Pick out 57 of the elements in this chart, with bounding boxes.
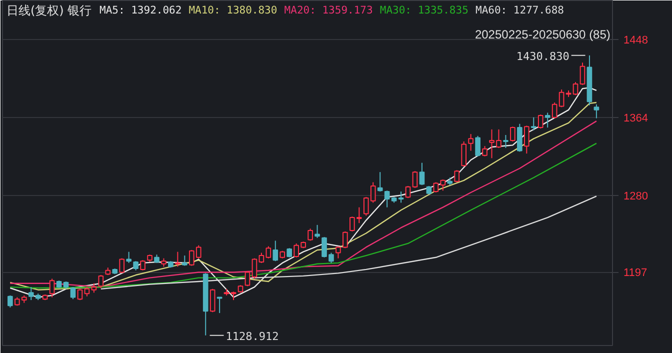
candlestick [594, 104, 600, 119]
candlestick [84, 286, 90, 297]
candlestick [461, 140, 466, 168]
y-tick-label: 1448 [624, 34, 648, 46]
text: MA30: 1335.835 [380, 4, 468, 16]
candlestick [252, 258, 258, 280]
chart-title: 日线(复权) 银行 [6, 4, 92, 18]
text: MA5: 1392.062 [100, 4, 182, 16]
candlestick [272, 240, 278, 262]
y-tick-label: 1364 [624, 112, 648, 124]
candlestick [314, 224, 320, 238]
candlestick [558, 89, 564, 108]
candlestick [454, 170, 460, 183]
candlestick [412, 170, 418, 188]
y-tick-label: 1280 [624, 190, 648, 202]
candlestick [258, 252, 264, 264]
candlestick [544, 112, 550, 128]
candlestick [133, 260, 138, 271]
candlestick [475, 135, 480, 157]
candlestick [210, 288, 216, 313]
candlestick [405, 185, 411, 199]
candlestick [286, 248, 292, 258]
candlestick [266, 246, 272, 259]
candlestick [510, 126, 516, 142]
candlestick [140, 260, 146, 271]
candlestick [8, 294, 13, 308]
text: MA10: 1380.830 [188, 4, 278, 16]
candlestick [419, 162, 425, 186]
candlestick [244, 270, 250, 287]
candlestick [398, 191, 404, 204]
candlestick [308, 228, 313, 242]
candlestick [572, 82, 578, 96]
candlestick [538, 114, 544, 129]
candlestick [377, 172, 383, 192]
candlestick [524, 125, 530, 154]
annotation: 1430.830 [516, 50, 570, 63]
candlestick [517, 123, 522, 152]
candlestick [77, 288, 83, 301]
candlestick [482, 146, 488, 157]
candlestick [552, 102, 558, 119]
candlestick [49, 278, 55, 298]
annotation: 20250225-20250630 (85) [474, 28, 610, 42]
candlestick [91, 282, 97, 294]
candlestick [175, 251, 180, 268]
text: MA20: 1359.173 [284, 4, 373, 16]
candlestick [70, 286, 76, 300]
candlestick [384, 190, 390, 208]
y-tick-label: 1197 [624, 267, 648, 280]
candlestick [503, 134, 508, 148]
candlestick [126, 251, 132, 264]
candlestick [580, 62, 586, 86]
candlestick [98, 274, 104, 288]
annotation: 1128.912 [226, 330, 279, 343]
candlestick [119, 258, 125, 274]
text: MA60: 1277.688 [476, 4, 564, 16]
candlestick [530, 116, 536, 131]
candlestick [468, 134, 474, 152]
